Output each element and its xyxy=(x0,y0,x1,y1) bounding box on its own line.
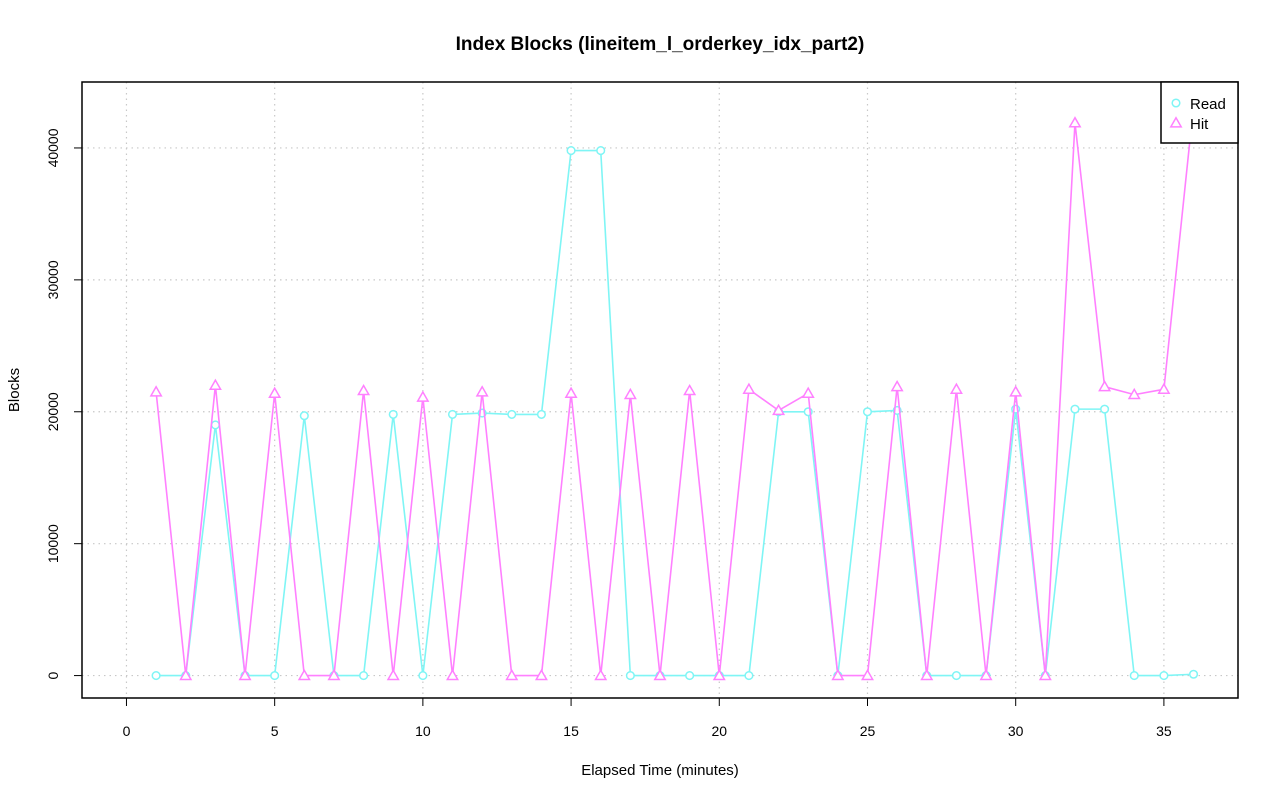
point-hit xyxy=(979,668,993,681)
point-read xyxy=(596,146,606,156)
point-hit xyxy=(1098,379,1112,392)
x-tick-label: 15 xyxy=(563,723,579,739)
point-hit xyxy=(1038,668,1052,681)
point-read xyxy=(447,409,458,419)
point-hit xyxy=(653,668,667,681)
point-read xyxy=(1129,671,1139,681)
point-hit xyxy=(683,383,697,396)
legend-label-hit: Hit xyxy=(1190,116,1209,133)
x-axis-label: Elapsed Time (minutes) xyxy=(581,762,739,779)
point-hit xyxy=(1068,116,1082,128)
point-read xyxy=(685,671,695,681)
y-tick-label: 10000 xyxy=(45,524,61,563)
point-read xyxy=(359,671,369,681)
point-read xyxy=(1159,671,1169,681)
point-read xyxy=(1188,669,1199,679)
point-hit xyxy=(327,668,341,681)
point-hit xyxy=(357,383,371,396)
series-line-read xyxy=(156,149,1194,677)
point-read xyxy=(210,420,220,430)
point-hit xyxy=(446,668,460,681)
series-hit xyxy=(149,99,1201,681)
point-read xyxy=(507,409,517,419)
y-tick-label: 40000 xyxy=(45,128,61,167)
point-hit xyxy=(416,390,430,402)
point-read xyxy=(1070,404,1080,414)
point-hit xyxy=(297,668,311,681)
point-hit xyxy=(831,668,845,681)
point-hit xyxy=(149,385,163,397)
chart-title: Index Blocks (lineitem_l_orderkey_idx_pa… xyxy=(456,34,865,55)
legend-box xyxy=(1160,81,1239,144)
point-hit xyxy=(920,668,934,681)
y-tick-label: 20000 xyxy=(45,392,61,431)
y-axis-label: Blocks xyxy=(6,368,23,412)
point-read xyxy=(151,671,161,681)
point-read xyxy=(388,409,398,419)
point-read xyxy=(625,671,635,681)
point-hit xyxy=(238,668,252,681)
point-read xyxy=(862,407,873,417)
point-read xyxy=(951,671,961,681)
point-read xyxy=(566,146,576,156)
legend-label-read: Read xyxy=(1190,96,1226,113)
point-hit xyxy=(475,385,489,397)
series-layer xyxy=(149,99,1201,681)
point-read xyxy=(536,409,546,419)
point-hit xyxy=(179,668,193,681)
point-hit xyxy=(801,386,815,398)
legend-marker-hit xyxy=(1169,116,1183,128)
point-hit xyxy=(712,668,726,681)
plot-frame xyxy=(81,81,1239,699)
x-tick-label: 35 xyxy=(1156,723,1172,739)
x-tick-label: 25 xyxy=(860,723,876,739)
point-hit xyxy=(949,382,963,394)
point-hit xyxy=(890,379,904,392)
x-tick-label: 10 xyxy=(415,723,431,739)
series-read xyxy=(151,146,1199,681)
point-read xyxy=(270,671,280,681)
point-read xyxy=(299,411,309,421)
legend-marker-read xyxy=(1171,98,1181,108)
y-tick-label: 0 xyxy=(45,671,61,679)
point-hit xyxy=(386,668,400,681)
point-hit xyxy=(208,378,222,391)
grid xyxy=(82,82,1238,698)
point-hit xyxy=(534,668,548,681)
point-hit xyxy=(1127,387,1141,400)
series-line-hit xyxy=(155,105,1195,677)
point-read xyxy=(744,671,754,681)
point-read xyxy=(418,671,428,681)
point-hit xyxy=(594,668,608,681)
axes: 0 5 10 15 20 25 30 35 0 10000 20000 30000 40000 xyxy=(45,128,1172,739)
point-hit xyxy=(564,386,578,398)
x-tick-label: 0 xyxy=(123,723,131,739)
x-tick-label: 5 xyxy=(271,723,279,739)
point-hit xyxy=(623,387,637,400)
point-hit xyxy=(1009,385,1023,397)
point-hit xyxy=(860,668,874,681)
y-tick-label: 30000 xyxy=(45,260,61,299)
point-hit xyxy=(772,403,786,416)
legend: Read Hit xyxy=(1160,81,1239,144)
point-hit xyxy=(742,382,756,394)
point-hit xyxy=(1157,382,1171,394)
point-hit xyxy=(268,386,282,398)
point-read xyxy=(1100,404,1110,414)
point-hit xyxy=(505,668,519,681)
x-tick-label: 30 xyxy=(1008,723,1024,739)
x-tick-label: 20 xyxy=(711,723,727,739)
